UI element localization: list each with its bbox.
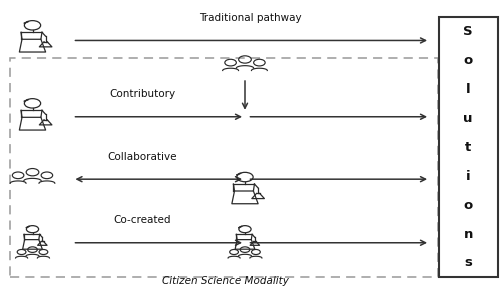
Text: s: s (464, 257, 472, 269)
Text: Traditional pathway: Traditional pathway (198, 13, 302, 23)
Text: Co-created: Co-created (114, 215, 171, 225)
Text: o: o (464, 54, 473, 67)
Text: n: n (464, 228, 473, 240)
Text: Citizen Science Modality: Citizen Science Modality (162, 276, 288, 286)
Text: t: t (465, 141, 471, 154)
Bar (439, 17, 498, 277)
Text: l: l (466, 83, 470, 96)
Text: S: S (464, 25, 473, 38)
Text: u: u (464, 112, 473, 125)
Text: o: o (464, 199, 473, 212)
Text: Contributory: Contributory (110, 89, 176, 99)
Text: i: i (466, 170, 470, 183)
Bar (10, 58, 438, 277)
Text: Collaborative: Collaborative (108, 152, 177, 162)
